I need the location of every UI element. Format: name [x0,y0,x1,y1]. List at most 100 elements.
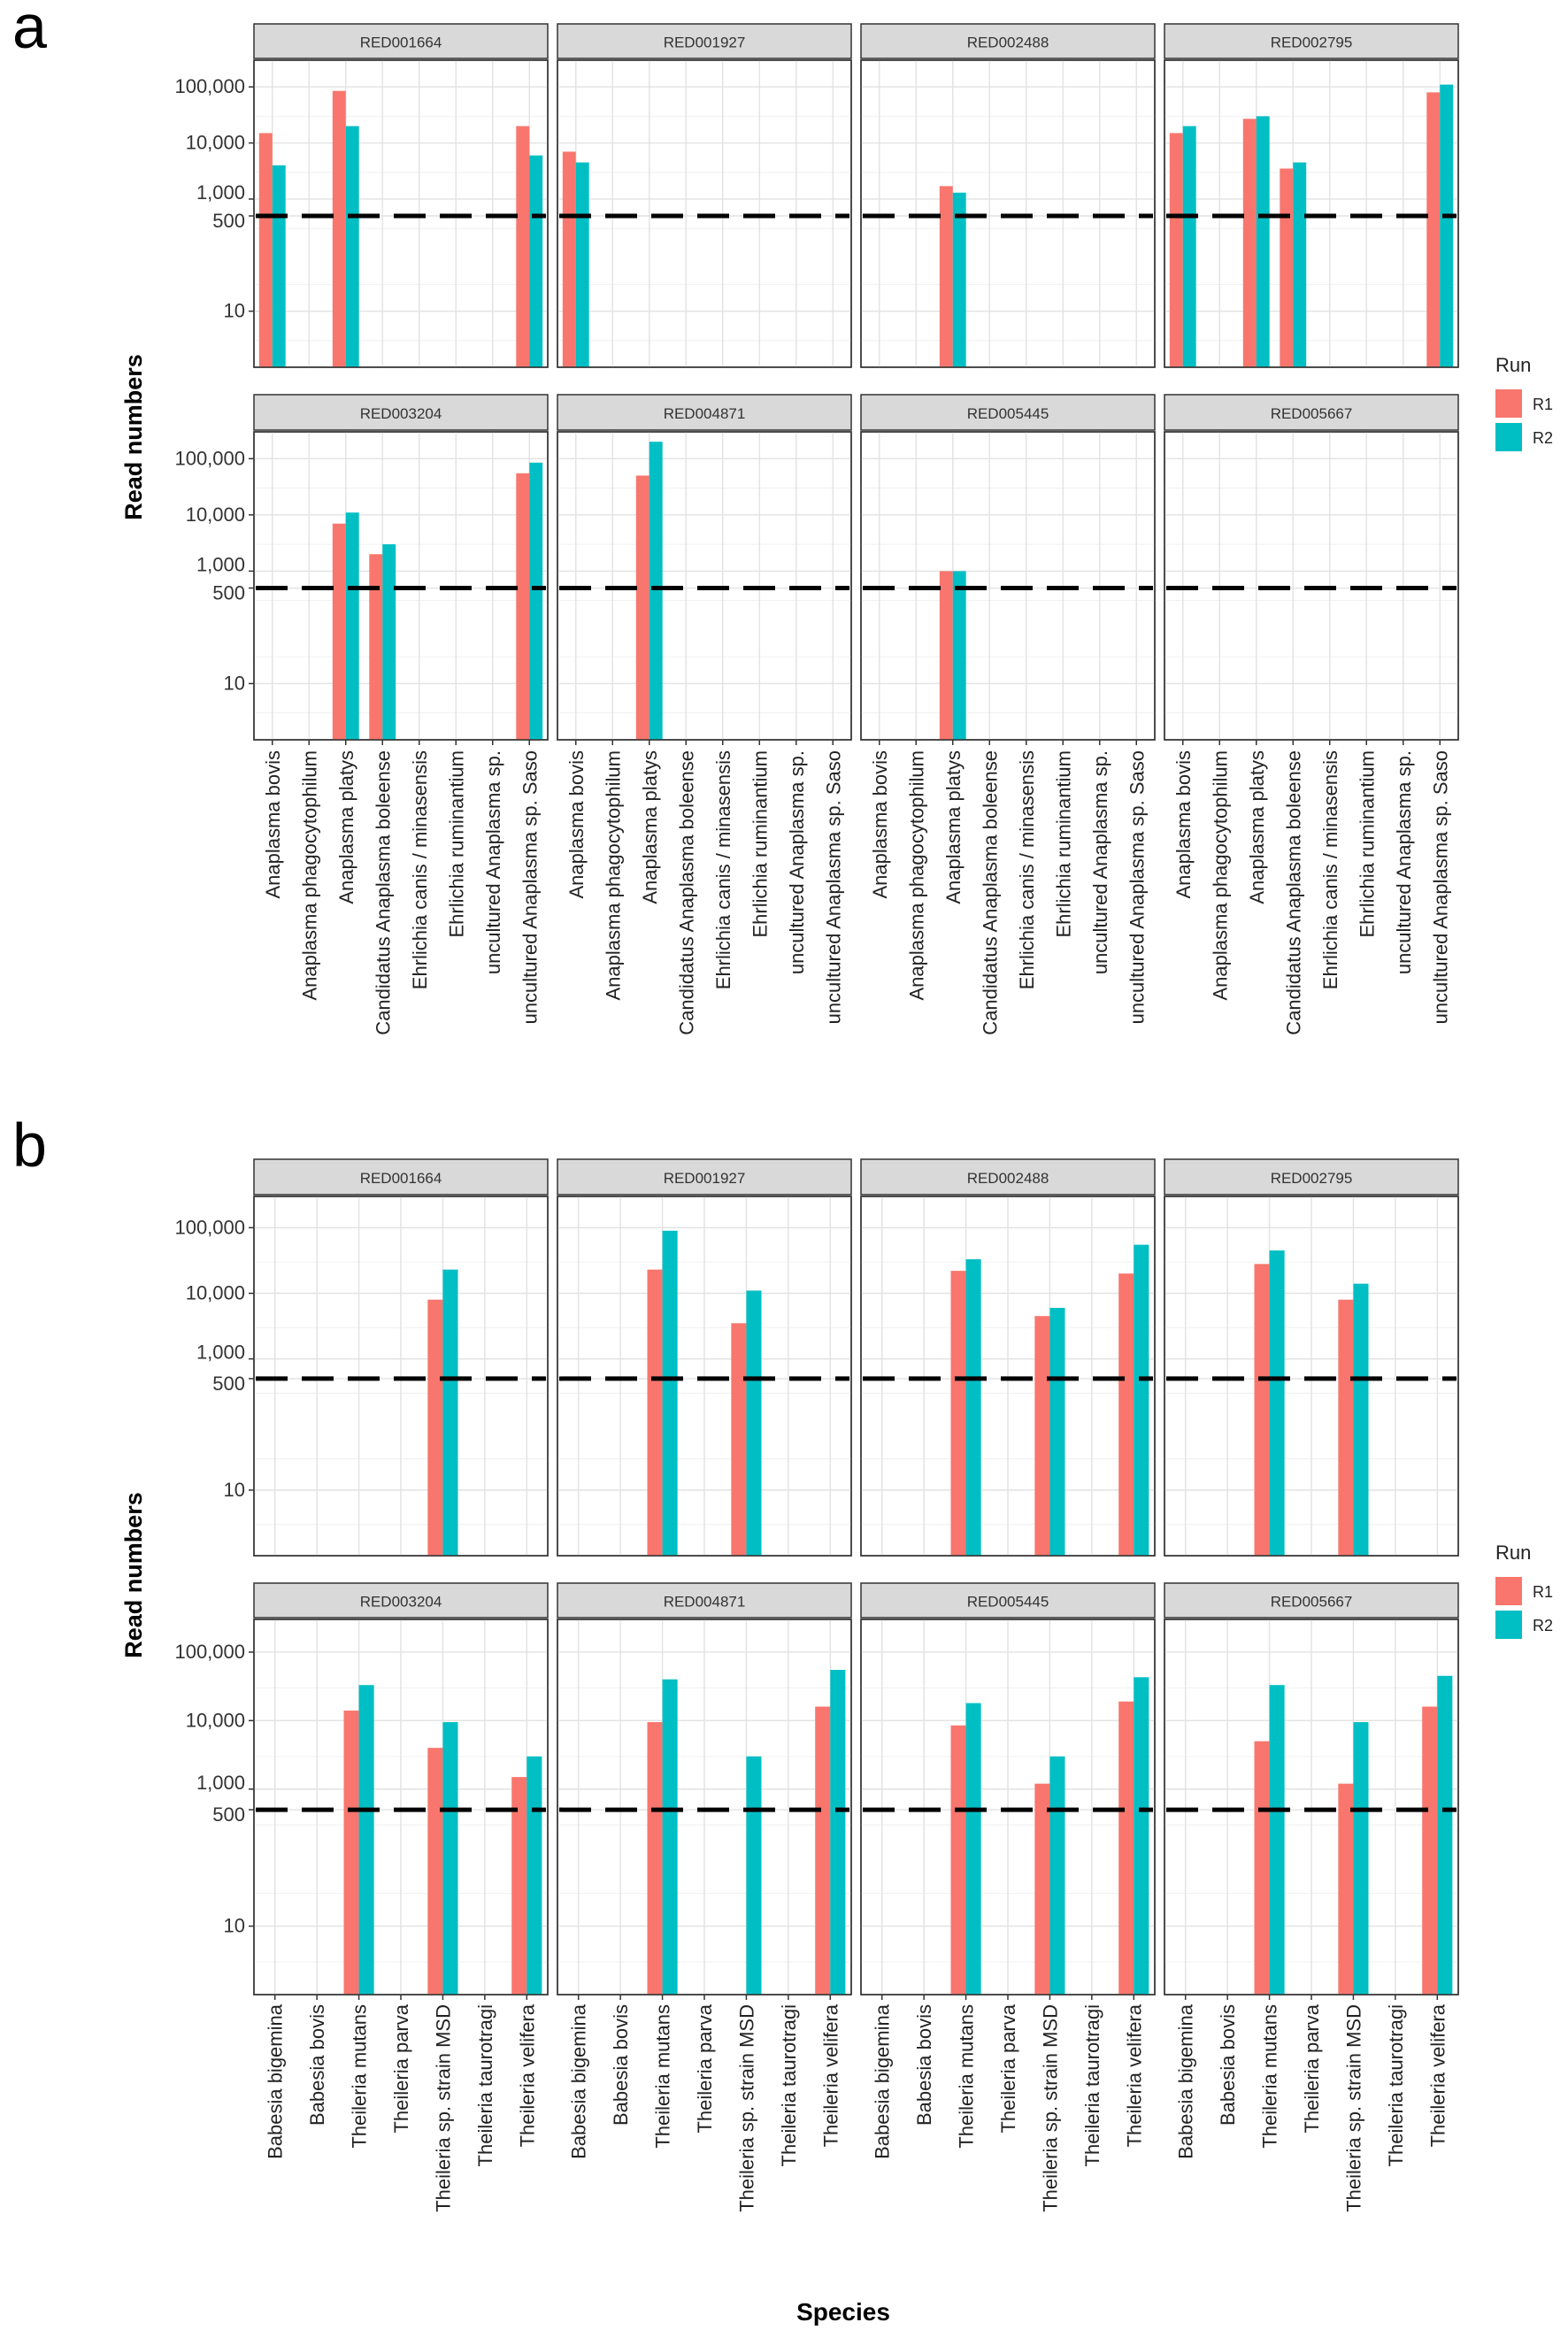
bar-R1 [1422,1706,1438,1995]
facet-border [557,1196,852,1557]
x-tick-label: Babesia bovis [1217,2004,1239,2126]
bar-R2 [649,442,663,740]
facet-RED001927: RED001927 [557,23,852,368]
x-tick-label: Theileria velifera [1426,2003,1449,2147]
x-tick-label: uncultured Anaplasma sp. Saso [822,750,844,1024]
x-tick-label: uncultured Anaplasma sp. Saso [1429,750,1451,1024]
bar-R1 [369,554,383,740]
facet-RED005445: RED005445 Anaplasma bovis Anaplasma phagoc… [860,394,1156,1035]
bar-R1 [647,1269,663,1556]
panel-label-a: a [12,0,47,61]
x-tick-label: Theileria velifera [516,2003,538,2147]
bar-R2 [1134,1244,1149,1556]
facet-panel [253,431,549,741]
y-tick-label: 500 [212,1373,245,1395]
bar-R1 [1034,1316,1050,1556]
facet-border [860,1196,1156,1557]
facet-RED001664: RED001664 10 500 1,000 10,000 100,000 [174,23,549,368]
y-tick-label: 1,000 [196,1772,245,1794]
legend-key-R2 [1495,423,1522,451]
x-tick-label: Ehrlichia ruminantium [749,750,771,938]
facet-strip [253,1582,549,1619]
x-tick-label: Anaplasma phagocytophilum [298,750,320,1001]
facet-strip [1164,23,1459,59]
legend-key-R1 [1495,389,1522,418]
x-tick-label: Anaplasma phagocytophilum [1209,750,1231,1001]
panel-label-b: b [12,1111,47,1180]
facet-panel [557,59,852,368]
bar-R2 [830,1670,846,1995]
facet-strip [253,394,549,431]
bar-R1 [1169,133,1183,368]
bar-R1 [950,1725,966,1995]
facet-RED005667: RED005667 Anaplasma bovis Anaplasma phagoc… [1164,394,1459,1035]
y-tick-label: 10 [224,1479,245,1501]
legend-title: Run [1495,354,1531,376]
x-tick-label: Anaplasma bovis [869,750,891,899]
facet-RED004871: RED004871 Anaplasma bovis Anaplasma phagoc… [557,394,852,1035]
x-tick-label: Theileria sp. strain MSD [1039,2004,1061,2212]
x-tick-label: Theileria mutans [956,2004,978,2149]
bar-R2 [272,165,286,367]
y-tick-label: 10 [224,300,245,322]
facet-border [1164,431,1459,741]
x-tick-label: Ehrlichia ruminantium [1356,750,1378,938]
y-tick-label: 1,000 [196,553,245,575]
bar-R1 [1242,119,1257,367]
facet-strip [253,23,549,59]
bar-R2 [952,571,966,740]
x-tick-label: uncultured Anaplasma sp. Saso [519,750,541,1024]
x-tick-label: Theileria sp. strain MSD [735,2004,757,2212]
x-tick-label: uncultured Anaplasma sp. [1089,750,1111,974]
x-tick-label: Candidatus Anaplasma boleense [1282,750,1304,1035]
y-tick-label: 1,000 [196,1342,245,1364]
facet-panel [1164,431,1459,741]
legend-label-R2: R2 [1533,1617,1553,1634]
x-tick-label: Anaplasma phagocytophilum [602,750,624,1001]
y-tick-label: 1,000 [196,181,245,204]
facet-RED003204: RED003204 10 500 1,000 10,000 100,000 Anaplasm… [174,394,549,1035]
legend: Run R1 R2 [1495,1542,1553,1639]
x-tick-label: Theileria parva [390,2003,412,2133]
x-tick-label: Anaplasma platys [942,750,965,904]
x-tick-label: Babesia bigemina [1175,2003,1197,2159]
x-tick-label: Theileria taurotragi [1081,2004,1103,2166]
y-tick-label: 500 [212,1803,245,1826]
facet-title: RED001927 [664,1170,746,1187]
bar-R2 [746,1756,762,1995]
facet-strip [860,1582,1156,1619]
bar-R1 [815,1706,831,1995]
bar-R2 [1269,1250,1285,1556]
facet-title: RED002488 [967,35,1049,51]
legend: Run R1 R2 [1495,354,1553,451]
bar-R2 [345,126,359,367]
bar-R1 [516,473,530,740]
y-tick-label: 100,000 [174,75,245,97]
bar-R2 [662,1230,678,1556]
bar-R1 [511,1777,527,1995]
y-tick-label: 10 [224,1915,245,1937]
facet-border [1164,1196,1459,1557]
chart-panel-a: RED001664 10 500 1,000 10,000 100,000 RED00192… [120,23,1553,1035]
facet-strip [1164,1582,1459,1619]
facet-RED005667: RED005667 Babesia bigemina Babesia bovis Th… [1164,1582,1459,2212]
facet-title: RED004871 [664,405,746,422]
facet-border [253,431,549,741]
facet-title: RED003204 [360,1594,442,1611]
bar-R1 [427,1748,443,1995]
bar-R2 [442,1269,458,1556]
facet-title: RED001927 [664,35,746,51]
bar-R2 [952,192,966,367]
bar-R2 [345,512,359,740]
facet-RED003204: RED003204 10 500 1,000 10,000 100,000 Babesia … [174,1582,549,2212]
x-tick-label: Babesia bovis [306,2004,328,2126]
bar-R2 [965,1703,981,1995]
x-tick-label: uncultured Anaplasma sp. [482,750,504,974]
facet-panel [557,431,852,741]
bar-R1 [427,1299,443,1556]
x-tick-label: Theileria sp. strain MSD [1342,2004,1364,2212]
facet-panel [1164,59,1459,368]
bar-R1 [731,1323,747,1556]
bar-R2 [1134,1677,1149,1995]
